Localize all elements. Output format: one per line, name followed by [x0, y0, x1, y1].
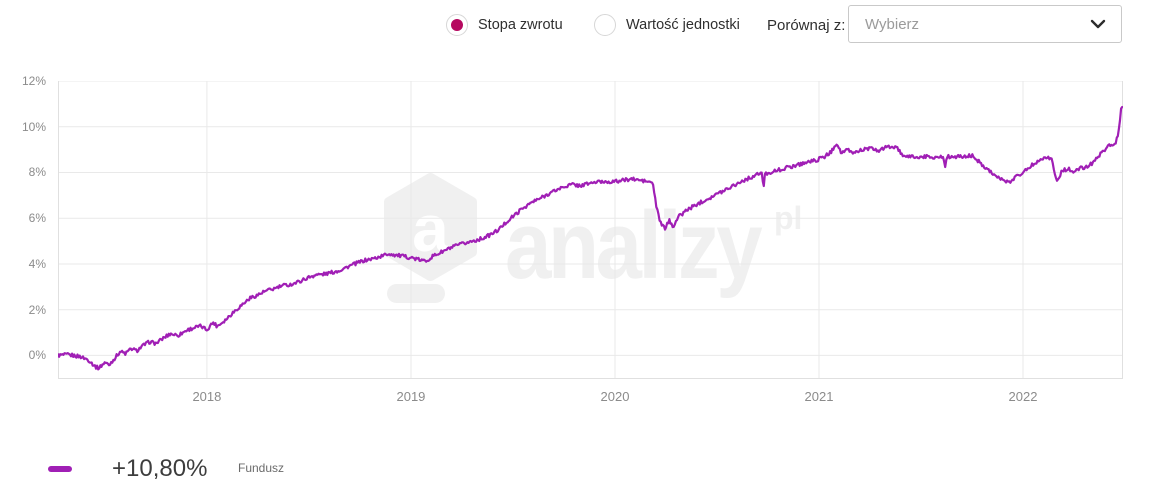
legend-series-name: Fundusz [238, 461, 285, 475]
select-placeholder: Wybierz [865, 15, 920, 33]
y-axis-tick-label: 10% [21, 119, 46, 134]
y-axis-tick-label: 8% [28, 165, 46, 180]
radio-wartosc-jednostki-label: Wartość jednostki [626, 17, 740, 33]
legend-return-value: +10,80% [112, 455, 208, 482]
analizy-watermark: a analizy pl [380, 170, 820, 315]
radio-unselected-icon[interactable] [594, 14, 616, 36]
radio-option-wartosc-jednostki[interactable]: Wartość jednostki [594, 14, 740, 36]
chevron-down-icon [1090, 19, 1106, 29]
x-axis-tick-label: 2021 [804, 389, 834, 404]
plot-area[interactable] [58, 81, 1123, 379]
watermark-brand-text: analizy [505, 192, 763, 299]
y-axis-tick-label: 2% [28, 302, 46, 317]
analizy-logo-icon: a [384, 173, 477, 303]
radio-selected-icon[interactable] [446, 14, 468, 36]
x-axis-tick-label: 2022 [1008, 389, 1038, 404]
compare-with-label: Porównaj z: [767, 17, 846, 34]
y-axis-tick-label: 12% [21, 74, 46, 88]
return-chart: a analizy pl 0% 2% 4% 6% 8% 10% 12% 2018 2019 202… [21, 74, 1123, 404]
radio-stopa-zwrotu-label: Stopa zwrotu [478, 17, 563, 33]
x-axis-tick-label: 2020 [600, 389, 630, 404]
radio-dot [451, 19, 463, 31]
radio-option-stopa-zwrotu[interactable]: Stopa zwrotu [446, 14, 563, 36]
x-axis-tick-label: 2018 [192, 389, 222, 404]
compare-select[interactable]: Wybierz [848, 5, 1122, 43]
y-axis-tick-label: 0% [28, 348, 46, 363]
x-axis-tick-label: 2019 [396, 389, 426, 404]
svg-text:a: a [412, 191, 450, 265]
series-line-fundusz[interactable] [58, 105, 1123, 371]
y-axis-tick-label: 4% [28, 256, 46, 271]
legend-line-swatch [48, 466, 72, 472]
y-axis-tick-label: 6% [28, 211, 46, 226]
